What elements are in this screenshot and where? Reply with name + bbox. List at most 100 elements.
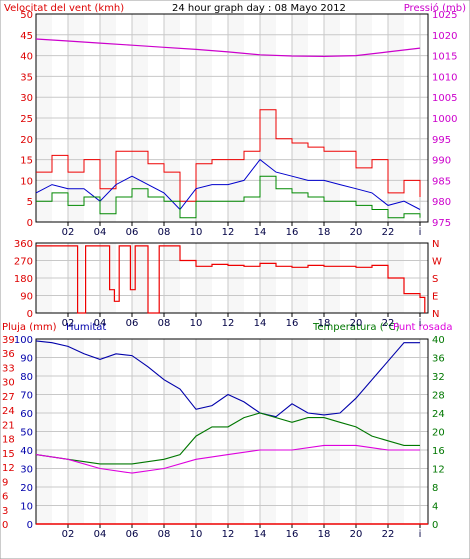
x-tick-label: 14: [254, 318, 267, 329]
y-tick-label: 40: [20, 446, 33, 457]
rain-tick-label: 12: [2, 463, 15, 474]
y-tick-label: 360: [14, 239, 33, 250]
y-tick-label: 60: [20, 409, 33, 420]
x-tick-label: 02: [62, 227, 75, 238]
y-tick-label: 15: [20, 156, 33, 167]
y-tick-label: 28: [432, 391, 445, 402]
x-tick-label: 22: [382, 529, 395, 540]
x-tick-label: i: [419, 318, 422, 329]
y-tick-label: 1010: [432, 72, 457, 83]
x-tick-label: 22: [382, 227, 395, 238]
rain-tick-label: 6: [2, 492, 8, 503]
y-tick-label: 35: [20, 72, 33, 83]
graph-title: 24 hour graph day : 08 Mayo 2012: [172, 3, 346, 14]
series-low-line: [36, 175, 421, 219]
pressure-axis-title: Pressió (mb): [404, 2, 466, 14]
series-gust-line: [36, 109, 421, 202]
x-tick-label: 04: [94, 529, 107, 540]
y-tick-label: N: [432, 309, 439, 320]
rain-tick-label: 0: [2, 520, 8, 531]
x-tick-label: 12: [222, 227, 235, 238]
x-tick-label: 12: [222, 318, 235, 329]
y-tick-label: 1005: [432, 93, 457, 104]
y-tick-label: 16: [432, 446, 445, 457]
x-tick-label: 18: [318, 318, 331, 329]
x-tick-label: 08: [158, 227, 171, 238]
y-tick-label: 50: [20, 428, 33, 439]
y-tick-label: 1015: [432, 52, 457, 63]
x-tick-label: 22: [382, 318, 395, 329]
rain-tick-label: 15: [2, 449, 15, 460]
x-tick-label: 10: [190, 529, 203, 540]
y-tick-label: E: [432, 292, 438, 303]
plot-border: [35, 242, 429, 314]
x-tick-label: 16: [286, 529, 299, 540]
x-tick-label: 18: [318, 227, 331, 238]
y-tick-label: 270: [14, 257, 33, 268]
x-tick-label: 04: [94, 227, 107, 238]
y-tick-label: 24: [432, 409, 445, 420]
dewpoint-axis-title: Punt rosada: [393, 322, 452, 333]
y-tick-label: 980: [432, 197, 451, 208]
rain-tick-label: 24: [2, 406, 15, 417]
x-tick-label: 18: [318, 529, 331, 540]
y-tick-label: 1025: [432, 10, 457, 21]
y-tick-label: W: [432, 257, 442, 268]
y-tick-label: 4: [432, 502, 438, 513]
x-tick-label: 08: [158, 529, 171, 540]
y-tick-label: 0: [27, 218, 33, 229]
x-tick-label: 10: [190, 318, 203, 329]
x-tick-label: 16: [286, 227, 299, 238]
rain-axis-title: Pluja (mm): [2, 322, 57, 333]
y-tick-label: 180: [14, 274, 33, 285]
y-tick-label: 40: [20, 52, 33, 63]
rain-tick-label: 30: [2, 378, 15, 389]
y-tick-label: 5: [27, 197, 33, 208]
y-tick-label: 990: [432, 156, 451, 167]
x-tick-label: 12: [222, 529, 235, 540]
x-tick-label: 08: [158, 318, 171, 329]
y-tick-label: 40: [432, 335, 445, 346]
y-tick-label: 10: [20, 176, 33, 187]
x-tick-label: 10: [190, 227, 203, 238]
rain-tick-label: 36: [2, 349, 15, 360]
series-direction-line: [36, 245, 426, 314]
y-tick-label: 45: [20, 31, 33, 42]
x-tick-label: 16: [286, 318, 299, 329]
temperature-axis-title: Temperatura (°C): [312, 322, 400, 333]
x-tick-label: 20: [350, 529, 363, 540]
y-tick-label: 70: [20, 391, 33, 402]
y-tick-label: 20: [20, 135, 33, 146]
y-tick-label: S: [432, 274, 438, 285]
rain-tick-label: 9: [2, 477, 8, 488]
y-tick-label: 30: [20, 93, 33, 104]
rain-humidity-temperature-panel: 0102030405060708090100036912151821242730…: [2, 335, 445, 540]
x-tick-label: 06: [126, 227, 139, 238]
y-tick-label: 90: [20, 354, 33, 365]
series-humidity-line: [35, 340, 420, 418]
rain-tick-label: 33: [2, 363, 15, 374]
y-tick-label: N: [432, 239, 439, 250]
y-tick-label: 25: [20, 114, 33, 125]
x-tick-label: i: [419, 529, 422, 540]
wind-axis-title: Velocitat del vent (kmh): [4, 3, 124, 14]
x-tick-label: 02: [62, 318, 75, 329]
y-tick-label: 985: [432, 176, 451, 187]
y-tick-label: 12: [432, 465, 445, 476]
y-tick-label: 20: [20, 483, 33, 494]
y-tick-label: 32: [432, 372, 445, 383]
x-tick-label: 06: [126, 529, 139, 540]
y-tick-label: 30: [20, 465, 33, 476]
x-tick-label: 02: [62, 529, 75, 540]
y-tick-label: 995: [432, 135, 451, 146]
y-tick-label: 0: [432, 520, 438, 531]
y-tick-label: 8: [432, 483, 438, 494]
series-pressure-line: [35, 38, 421, 58]
y-tick-label: 0: [27, 520, 33, 531]
rain-tick-label: 21: [2, 420, 15, 431]
y-tick-label: 1000: [432, 114, 457, 125]
y-tick-label: 80: [20, 372, 33, 383]
rain-tick-label: 18: [2, 435, 15, 446]
